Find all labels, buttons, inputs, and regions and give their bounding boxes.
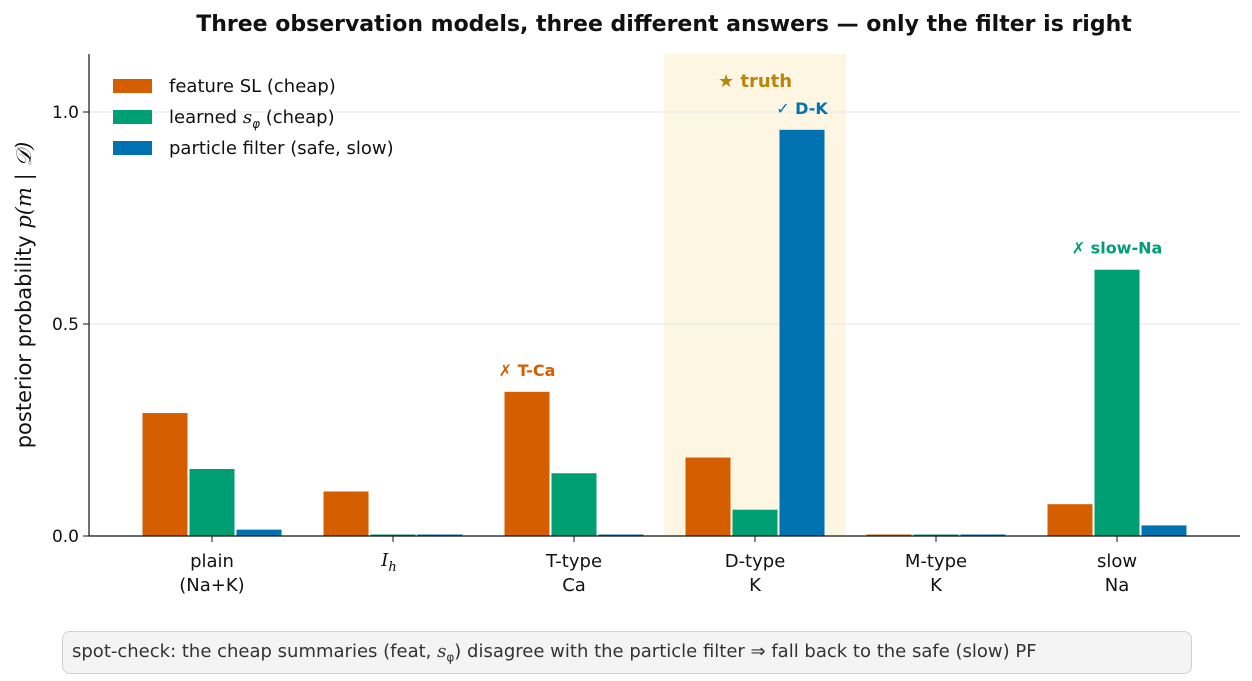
bar-2-3: [779, 129, 825, 537]
x-tick-label: D-type: [725, 551, 786, 572]
note-symbol: s: [437, 641, 447, 662]
legend-swatch-2: [113, 141, 152, 155]
y-tick-label: 0.0: [52, 527, 79, 547]
note-text-before: spot-check: the cheap summaries (feat,: [72, 641, 438, 662]
x-tick-label: M-type: [905, 551, 967, 572]
x-tick-label: slow: [1097, 551, 1137, 572]
plot-area: 0.0 0.5 1.0 posterior probability p(m | 𝒟) p…: [12, 54, 1240, 596]
legend-swatch-0: [113, 79, 152, 93]
bar-1-2: [551, 473, 597, 536]
x-tick-label: T-type: [545, 551, 602, 572]
bar-0-5: [1047, 504, 1093, 536]
bar-0-1: [323, 491, 369, 536]
legend-label-1: learned sφ (cheap): [169, 107, 335, 131]
y-axis-label: posterior probability p(m | 𝒟): [12, 142, 37, 449]
bar-2-2: [598, 534, 644, 536]
x-tick-label: Na: [1105, 575, 1130, 596]
bar-2-0: [236, 529, 282, 536]
x-tick-label: K: [749, 575, 762, 596]
bar-0-3: [685, 457, 731, 536]
x-tick-label: (Na+K): [179, 575, 244, 596]
bar-annotation: ✗ slow-Na: [1072, 239, 1163, 258]
x-tick-label: K: [930, 575, 943, 596]
spot-check-note: spot-check: the cheap summaries (feat, s…: [62, 631, 1192, 674]
x-tick-label: Ca: [562, 575, 586, 596]
x-tick-label: plain: [190, 551, 234, 572]
bar-2-4: [960, 534, 1006, 536]
bar-1-1: [370, 534, 416, 536]
truth-label: ★ truth: [718, 71, 792, 92]
legend-swatch-1: [113, 110, 152, 124]
posterior-bar-chart: Three observation models, three differen…: [12, 12, 1240, 596]
legend-label-2: particle filter (safe, slow): [169, 138, 394, 159]
note-text-after: ) disagree with the particle filter ⇒ fa…: [454, 641, 1037, 662]
note-subscript: φ: [446, 650, 455, 665]
bar-0-0: [142, 413, 188, 536]
chart-title: Three observation models, three differen…: [196, 12, 1132, 37]
bar-2-1: [417, 534, 463, 536]
bar-1-3: [732, 509, 778, 536]
bar-1-5: [1094, 269, 1140, 536]
bar-1-4: [913, 534, 959, 536]
bar-1-0: [189, 469, 235, 536]
bar-0-4: [866, 534, 912, 536]
bar-annotation: ✗ T-Ca: [499, 361, 556, 380]
x-tick-label-ih: Ih: [380, 550, 397, 575]
bar-0-2: [504, 391, 550, 536]
bar-2-5: [1141, 525, 1187, 536]
legend-label-0: feature SL (cheap): [169, 76, 336, 97]
bar-annotation: ✓ D-K: [776, 99, 828, 118]
y-tick-label: 1.0: [52, 103, 79, 123]
y-tick-label: 0.5: [52, 315, 79, 335]
